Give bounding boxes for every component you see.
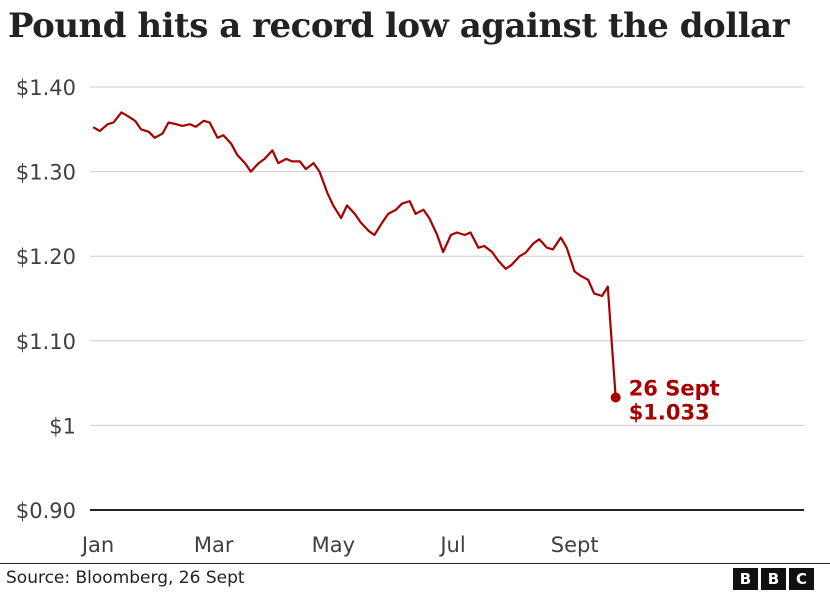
y-tick-label: $1.40 [16, 76, 76, 100]
x-tick-label: Jul [438, 533, 465, 557]
annotations: 26 Sept$1.033 [610, 376, 720, 424]
x-tick-label: Mar [194, 533, 234, 557]
y-tick-label: $1 [49, 414, 76, 438]
x-tick-label: Sept [551, 533, 599, 557]
annotation-date: 26 Sept [629, 376, 720, 400]
y-tick-label: $1.10 [16, 330, 76, 354]
logo-letter: B [733, 568, 758, 590]
logo-letter: C [789, 568, 814, 590]
bbc-logo: B B C [733, 568, 814, 590]
x-tick-label: May [312, 533, 355, 557]
series-layer [92, 111, 617, 399]
footer-divider [0, 563, 830, 564]
gridlines [90, 86, 804, 511]
x-axis-labels: Jan Mar May Jul Sept [80, 533, 599, 557]
x-tick-label: Jan [80, 533, 114, 557]
series-line [92, 111, 617, 399]
y-axis-labels: $1.40 $1.30 $1.20 $1.10 $1 $0.90 [16, 76, 76, 523]
annotation-value: $1.033 [629, 400, 710, 424]
source-note: Source: Bloomberg, 26 Sept [6, 568, 245, 588]
end-point-marker [610, 392, 621, 403]
line-chart: $1.40 $1.30 $1.20 $1.10 $1 $0.90 Jan Mar May Jul… [16, 76, 804, 557]
y-tick-label: $1.30 [16, 161, 76, 185]
chart-title: Pound hits a record low against the doll… [8, 6, 790, 46]
logo-letter: B [761, 568, 786, 590]
y-tick-label: $0.90 [16, 499, 76, 523]
y-tick-label: $1.20 [16, 245, 76, 269]
